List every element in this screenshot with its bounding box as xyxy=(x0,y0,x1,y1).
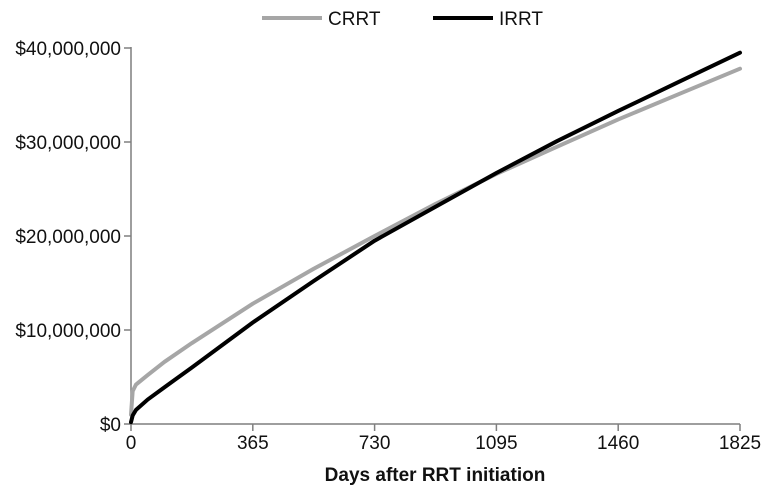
x-tick-label: 1095 xyxy=(475,433,517,454)
x-axis-title: Days after RRT initiation xyxy=(325,465,546,486)
x-tick-label: 1460 xyxy=(597,433,639,454)
x-tick-label: 0 xyxy=(126,433,137,454)
y-tick-label: $10,000,000 xyxy=(15,321,121,342)
axes: $0 $10,000,000 $20,000,000 $30,000,000 $40,0… xyxy=(15,39,761,454)
x-tick-label: 365 xyxy=(237,433,269,454)
x-tick-label: 730 xyxy=(359,433,391,454)
y-tick-label: $0 xyxy=(100,415,121,436)
y-tick-label: $20,000,000 xyxy=(15,227,121,248)
y-tick-label: $40,000,000 xyxy=(15,39,121,60)
series-line-crrt xyxy=(129,66,742,417)
x-tick-label: 1825 xyxy=(719,433,761,454)
series-line-irrt xyxy=(129,50,742,425)
y-tick-label: $30,000,000 xyxy=(15,133,121,154)
series-layer xyxy=(129,50,742,425)
legend-label-crrt: CRRT xyxy=(328,9,381,30)
legend: CRRT IRRT xyxy=(262,9,543,30)
legend-label-irrt: IRRT xyxy=(499,9,543,30)
